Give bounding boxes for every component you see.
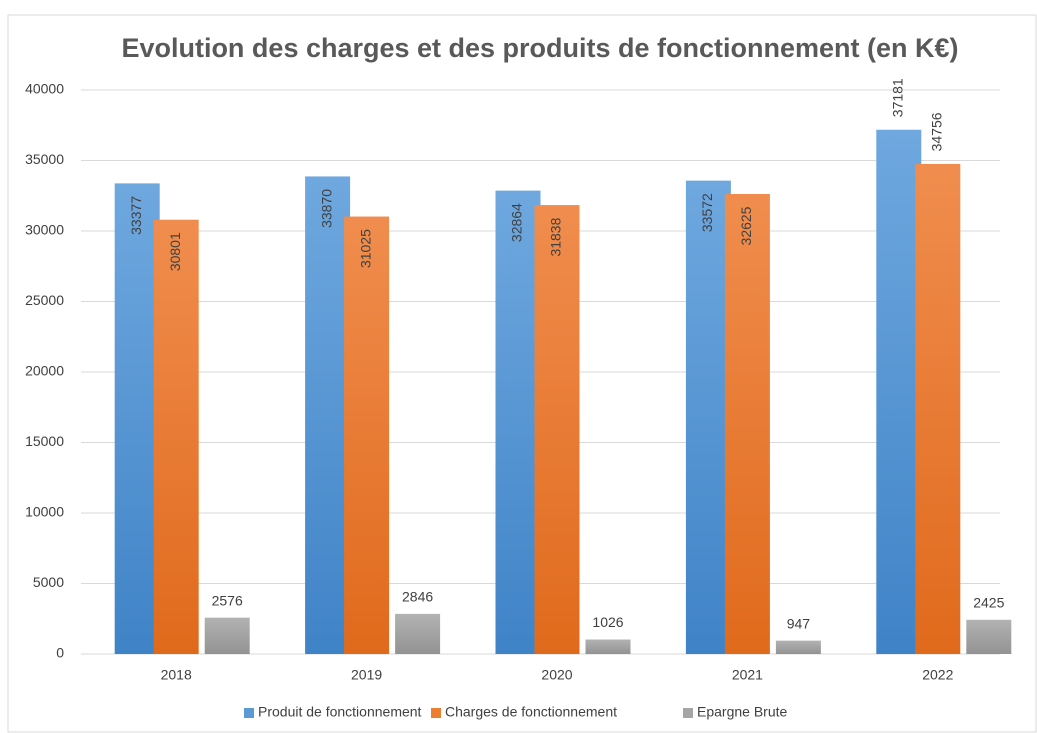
value-label: 37181 bbox=[890, 78, 906, 117]
y-tick-label: 15000 bbox=[25, 433, 64, 449]
chart-border bbox=[7, 14, 1037, 733]
bar bbox=[204, 617, 250, 654]
bar bbox=[966, 619, 1012, 654]
y-tick-label: 20000 bbox=[25, 363, 64, 379]
x-tick-label: 2020 bbox=[541, 667, 572, 683]
x-tick-label: 2021 bbox=[732, 667, 763, 683]
bar bbox=[876, 129, 922, 654]
value-label: 34756 bbox=[929, 112, 945, 151]
value-label: 33572 bbox=[699, 193, 715, 232]
value-label: 32625 bbox=[738, 206, 754, 245]
bar bbox=[114, 183, 160, 655]
value-label: 33870 bbox=[318, 189, 334, 228]
value-label: 2425 bbox=[973, 595, 1004, 611]
y-tick-label: 40000 bbox=[25, 81, 64, 97]
y-tick-label: 35000 bbox=[25, 151, 64, 167]
value-label: 30801 bbox=[167, 232, 183, 271]
bar bbox=[915, 163, 961, 654]
legend-swatch bbox=[431, 708, 441, 718]
value-label: 2846 bbox=[402, 589, 433, 605]
bar bbox=[685, 180, 731, 654]
y-tick-label: 5000 bbox=[33, 574, 64, 590]
value-label: 1026 bbox=[592, 614, 623, 630]
value-label: 31838 bbox=[548, 217, 564, 256]
legend-label: Charges de fonctionnement bbox=[445, 704, 617, 720]
bar bbox=[585, 639, 631, 654]
value-label: 33377 bbox=[128, 196, 144, 235]
legend-label: Produit de fonctionnement bbox=[258, 704, 422, 720]
legend-swatch bbox=[683, 708, 693, 718]
legend-label: Epargne Brute bbox=[697, 704, 787, 720]
bar bbox=[344, 216, 390, 655]
bar bbox=[775, 640, 821, 654]
y-tick-label: 0 bbox=[56, 645, 64, 661]
x-tick-label: 2019 bbox=[351, 667, 382, 683]
y-tick-label: 10000 bbox=[25, 504, 64, 520]
chart-title: Evolution des charges et des produits de… bbox=[121, 33, 958, 63]
bar bbox=[534, 205, 580, 654]
y-tick-label: 30000 bbox=[25, 222, 64, 238]
y-tick-label: 25000 bbox=[25, 292, 64, 308]
x-tick-label: 2018 bbox=[161, 667, 192, 683]
value-label: 2576 bbox=[212, 592, 243, 608]
x-tick-label: 2022 bbox=[922, 667, 953, 683]
value-label: 32864 bbox=[509, 203, 525, 242]
value-label: 31025 bbox=[357, 229, 373, 268]
legend-swatch bbox=[244, 708, 254, 718]
bar bbox=[495, 190, 541, 654]
bar bbox=[305, 176, 351, 655]
value-label: 947 bbox=[787, 615, 811, 631]
bar bbox=[153, 219, 199, 654]
bar bbox=[724, 193, 770, 655]
bar bbox=[395, 613, 441, 654]
